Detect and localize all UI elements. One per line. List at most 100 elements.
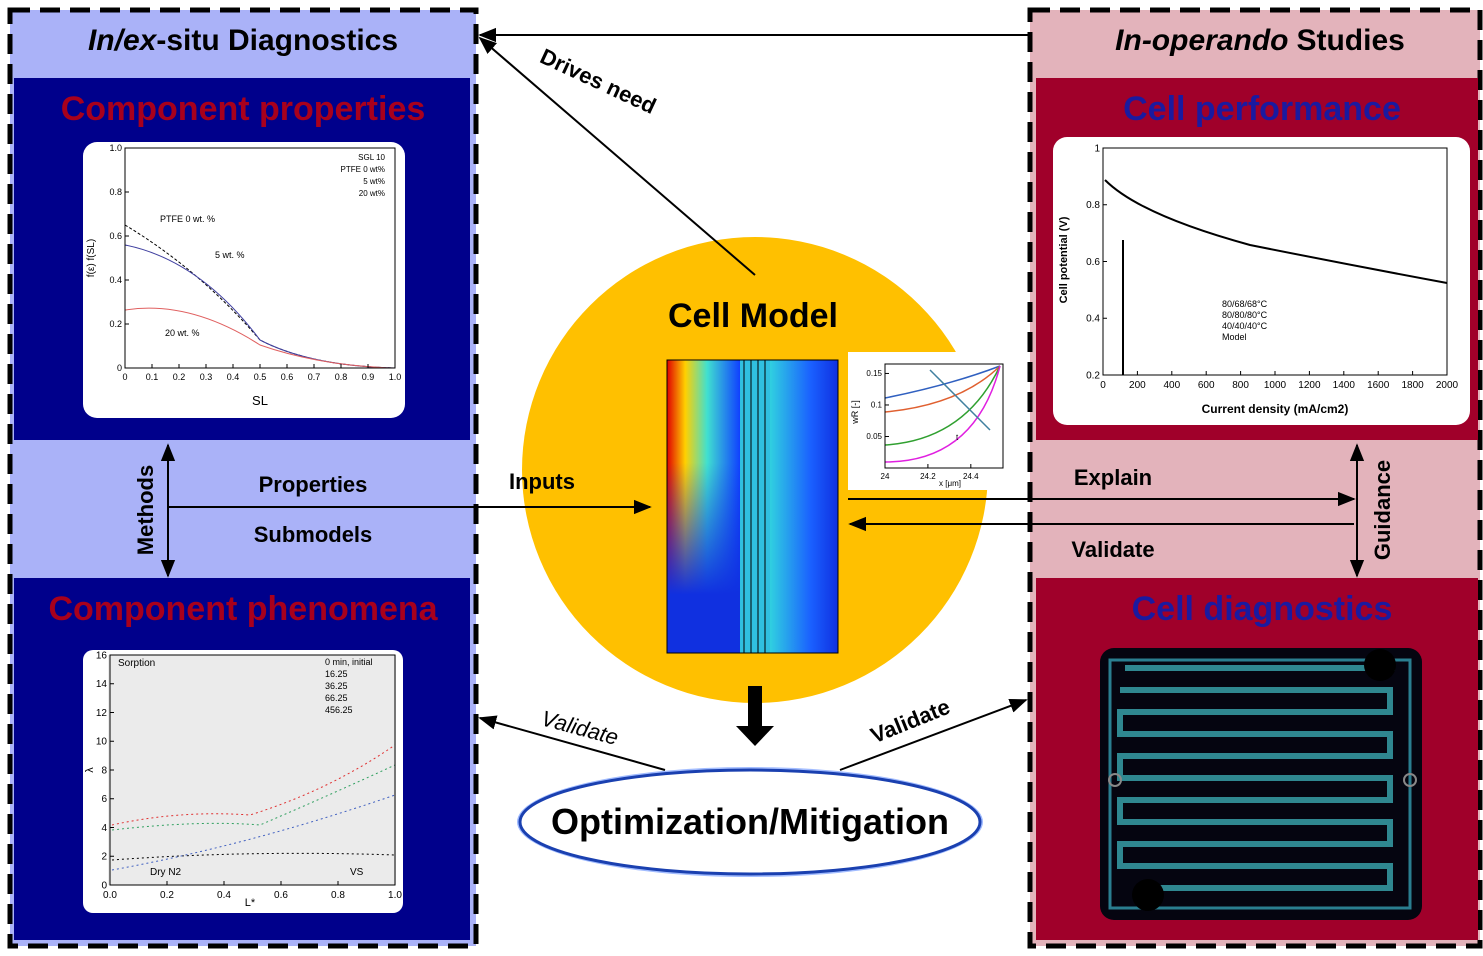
y-axis-label: Cell potential (V) <box>1058 216 1070 303</box>
box-title: Component properties <box>61 90 426 128</box>
legend-entry: 20 wt% <box>359 189 385 198</box>
x-tick-label: 2000 <box>1436 380 1459 391</box>
legend-entry: SGL 10 <box>358 153 385 162</box>
right-header: In-operandoStudies <box>1115 24 1405 57</box>
down-arrow-head <box>736 726 774 746</box>
x-axis-label: SL <box>252 393 268 408</box>
x-axis-label: L* <box>245 897 256 909</box>
x-tick-label: 24 <box>881 472 890 481</box>
box-title: Cell diagnostics <box>1132 590 1393 628</box>
y-tick-label: 0.8 <box>109 187 122 197</box>
annotation: 5 wt. % <box>215 250 245 260</box>
y-tick-label: 0.2 <box>109 319 122 329</box>
center-title: Cell Model <box>668 297 838 335</box>
legend-entry: 66.25 <box>325 693 348 703</box>
x-tick-label: 0.1 <box>146 372 159 382</box>
y-tick-label: 0.05 <box>866 432 882 441</box>
legend-entry: PTFE 0 wt% <box>341 165 385 174</box>
x-tick-label: 0.8 <box>335 372 348 382</box>
y-tick-label: 0.6 <box>1086 257 1100 268</box>
y-tick-label: 8 <box>101 765 107 776</box>
x-tick-label: 0.4 <box>227 372 240 382</box>
legend-entry: 80/80/80°C <box>1222 310 1268 320</box>
header-rest: -situ Diagnostics <box>156 24 398 57</box>
x-tick-label: 1.0 <box>388 890 402 901</box>
annotation: Sorption <box>118 658 155 669</box>
x-tick-label: 0.6 <box>281 372 294 382</box>
y-tick-label: 16 <box>96 650 108 661</box>
model-image <box>667 360 838 653</box>
diagram: In/ex-situ Diagnostics Component propert… <box>0 0 1483 951</box>
legend-entry: Model <box>1222 332 1247 342</box>
arrow-label: Explain <box>1074 465 1152 490</box>
box-title: Component phenomena <box>48 590 438 628</box>
legend-entry: 36.25 <box>325 681 348 691</box>
inset-bg <box>83 142 405 418</box>
x-tick-label: 1400 <box>1333 380 1356 391</box>
arrow-label: Methods <box>133 465 158 555</box>
y-tick-label: 0.4 <box>109 275 122 285</box>
x-tick-label: 600 <box>1198 380 1215 391</box>
y-tick-label: 1 <box>1094 143 1100 154</box>
y-tick-label: 0.2 <box>1086 370 1100 381</box>
y-tick-label: 0.4 <box>1086 314 1100 325</box>
x-tick-label: 0.4 <box>217 890 231 901</box>
y-tick-label: 4 <box>101 823 107 834</box>
annotation: 20 wt. % <box>165 328 200 338</box>
arrow-label: Drives need <box>536 44 660 119</box>
flowfield-image <box>1100 648 1422 920</box>
y-tick-label: 0 <box>117 363 122 373</box>
arrow-label: Submodels <box>254 522 373 547</box>
y-axis-label: λ <box>84 767 96 773</box>
x-tick-label: 0.0 <box>103 890 117 901</box>
x-tick-label: 0.2 <box>173 372 186 382</box>
x-tick-label: 24.2 <box>920 472 936 481</box>
x-tick-label: 200 <box>1129 380 1146 391</box>
y-tick-label: 0.15 <box>866 369 882 378</box>
legend-entry: 456.25 <box>325 705 353 715</box>
arrow-label: Validate <box>1071 537 1154 562</box>
x-tick-label: 24.4 <box>963 472 979 481</box>
x-tick-label: 0.2 <box>160 890 174 901</box>
legend-entry: 40/40/40°C <box>1222 321 1268 331</box>
y-tick-label: 0.8 <box>1086 200 1100 211</box>
plot-bg <box>108 655 396 885</box>
x-axis-label: Current density (mA/cm2) <box>1202 402 1349 416</box>
arrow-label: Validate <box>867 694 953 748</box>
x-tick-label: 0 <box>1100 380 1106 391</box>
x-tick-label: 0.7 <box>308 372 321 382</box>
y-tick-label: 10 <box>96 737 108 748</box>
y-axis-label: wR [-] <box>850 400 860 425</box>
left-header: In/ex-situ Diagnostics <box>88 24 398 57</box>
header-italic: In-operando <box>1115 24 1288 57</box>
x-tick-label: 0.8 <box>331 890 345 901</box>
y-axis-label: f(ε) f(SL) <box>86 239 97 277</box>
y-tick-label: 6 <box>101 794 107 805</box>
x-tick-label: 1600 <box>1367 380 1390 391</box>
x-tick-label: 1800 <box>1401 380 1424 391</box>
annotation: VS <box>350 867 364 878</box>
y-tick-label: 14 <box>96 679 108 690</box>
x-tick-label: 800 <box>1232 380 1249 391</box>
x-axis-label: x [μm] <box>939 479 961 488</box>
header-rest: Studies <box>1296 24 1404 57</box>
y-tick-label: 0.1 <box>871 401 883 410</box>
arrow-label: Validate <box>539 705 621 750</box>
arrow-label: Guidance <box>1370 460 1395 560</box>
x-tick-label: 0.3 <box>200 372 213 382</box>
arrow-label: Properties <box>259 472 368 497</box>
legend-entry: 5 wt% <box>363 177 385 186</box>
y-tick-label: 0.6 <box>109 231 122 241</box>
x-tick-label: 0 <box>122 372 127 382</box>
legend-entry: 80/68/68°C <box>1222 299 1268 309</box>
annotation: PTFE 0 wt. % <box>160 214 215 224</box>
y-tick-label: 0 <box>101 880 107 891</box>
box-title: Cell performance <box>1123 90 1401 128</box>
x-tick-label: 400 <box>1163 380 1180 391</box>
x-tick-label: 0.6 <box>274 890 288 901</box>
annotation: Dry N2 <box>150 867 182 878</box>
x-tick-label: 0.5 <box>254 372 267 382</box>
y-tick-label: 2 <box>101 852 107 863</box>
legend-entry: 16.25 <box>325 669 348 679</box>
legend-entry: 0 min, initial <box>325 657 373 667</box>
